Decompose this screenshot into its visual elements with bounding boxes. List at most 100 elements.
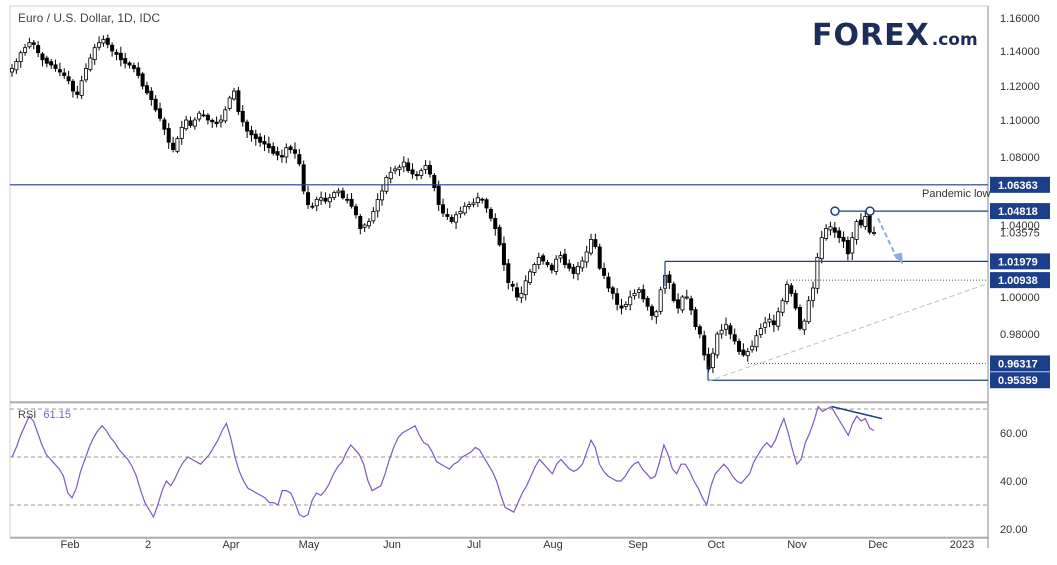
candle-body [410, 169, 415, 175]
price-tick-label: 1.08000 [1000, 152, 1040, 164]
candle-body [558, 255, 563, 259]
time-tick-label: Jun [383, 539, 401, 551]
candle-body [184, 119, 189, 130]
candle-body [715, 333, 720, 356]
candle-body [458, 210, 463, 215]
candle-body [388, 171, 393, 180]
time-tick-label: Jul [467, 539, 481, 551]
candle-body [832, 227, 837, 233]
candle-body [602, 267, 607, 276]
candle-body [684, 296, 689, 299]
candle-body [362, 224, 367, 228]
candle-body [245, 121, 250, 132]
candle-body [436, 185, 441, 205]
candle-body [850, 237, 855, 254]
candle-body [710, 352, 715, 369]
candle-body [371, 210, 376, 222]
candle-body [737, 340, 742, 352]
candle-body [197, 112, 202, 120]
candle-body [79, 80, 84, 96]
candle-body [123, 58, 128, 64]
candle-body [397, 166, 402, 170]
candle-body [615, 293, 620, 305]
candle-body [501, 243, 506, 266]
candle-body [223, 109, 228, 122]
candle-body [554, 258, 559, 272]
level-tag [990, 203, 1050, 220]
forex-logo: FOREX .com [812, 18, 978, 53]
candle-body [754, 335, 759, 348]
rsi-tick-label: 40.00 [1000, 476, 1028, 488]
candle-body [166, 128, 171, 143]
candle-body [776, 311, 781, 327]
candle-body [188, 120, 193, 126]
candle-body [427, 165, 432, 175]
candle-body [306, 192, 311, 206]
candle-body [693, 309, 698, 328]
candle-body [680, 296, 685, 311]
candle-body [27, 42, 32, 48]
candle-body [841, 236, 846, 242]
time-tick-label: 2 [145, 539, 151, 551]
candle-body [84, 68, 89, 81]
rsi-tick-label: 20.00 [1000, 524, 1028, 536]
candle-body [745, 351, 750, 357]
candle-body [454, 214, 459, 223]
pandemic-low-label: Pandemic low [922, 188, 991, 200]
price-tick-label: 0.98000 [1000, 329, 1040, 341]
candle-body [584, 251, 589, 263]
candle-body [545, 262, 550, 265]
candle-body [763, 322, 768, 328]
candle-body [92, 47, 97, 60]
candle-body [475, 197, 480, 204]
candle-body [571, 266, 576, 275]
candle-body [171, 142, 176, 151]
rsi-divergence-line [831, 405, 883, 420]
candle-body [750, 345, 755, 351]
candle-body [70, 80, 75, 92]
candle-body [845, 240, 850, 255]
candle-body [332, 192, 337, 198]
level-tag [990, 176, 1050, 193]
time-tick-label: 2023 [950, 539, 974, 551]
candle-body [671, 283, 676, 302]
candle-body [837, 230, 842, 238]
candle-body [641, 289, 646, 300]
candle-body [144, 85, 149, 94]
candle-body [863, 216, 868, 227]
level-tag-text: 1.00938 [998, 275, 1038, 287]
candle-body [567, 263, 572, 269]
candle-body [14, 61, 19, 71]
candle-body [636, 289, 641, 293]
candle-body [536, 256, 541, 266]
candle-body [532, 264, 537, 273]
candle-body [158, 108, 163, 119]
candle-body [353, 206, 358, 216]
candle-body [292, 149, 297, 154]
candle-body [414, 174, 419, 177]
candle-body [101, 39, 106, 44]
candle-body [36, 45, 41, 54]
candle-body [227, 97, 232, 109]
candle-body [401, 161, 406, 168]
candle-body [345, 198, 350, 201]
candle-body [75, 91, 80, 95]
candle-body [811, 287, 816, 301]
candle-body [97, 42, 102, 48]
candle-body [136, 67, 141, 76]
candle-body [192, 119, 197, 127]
candle-body [484, 199, 489, 209]
chart-title: Euro / U.S. Dollar, 1D, IDC [18, 11, 161, 25]
candle-body [593, 239, 598, 248]
candle-body [732, 334, 737, 342]
candle-body [31, 42, 36, 45]
candle-body [140, 73, 145, 87]
price-tick-label: 1.12000 [1000, 81, 1040, 93]
candle-body [528, 271, 533, 283]
time-tick-label: Aug [543, 539, 563, 551]
candle-body [419, 170, 424, 176]
candle-body [179, 127, 184, 139]
candle-body [789, 285, 794, 294]
candle-body [336, 190, 341, 194]
